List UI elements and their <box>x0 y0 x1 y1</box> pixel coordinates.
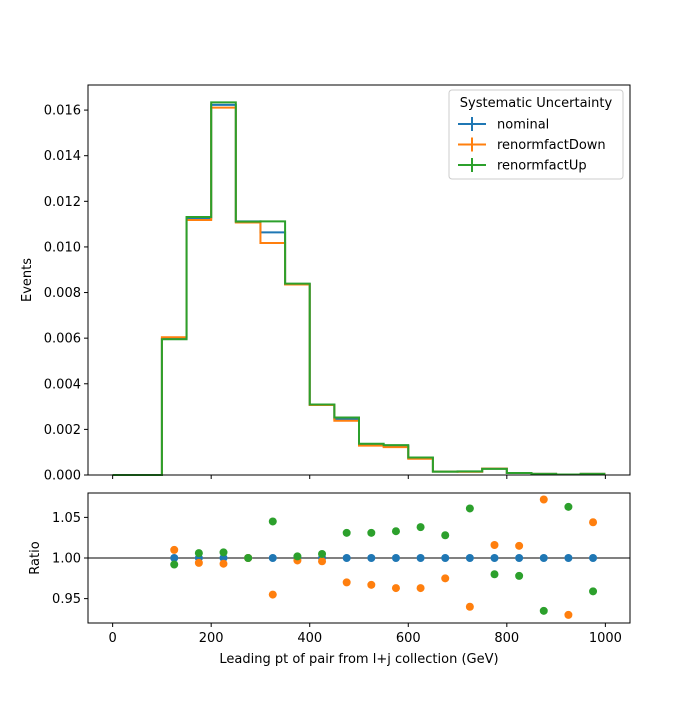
main-histogram-steps <box>112 101 606 476</box>
x-tick-label: 400 <box>297 631 322 646</box>
legend-entries: nominal renormfactDown renormfactUp <box>458 117 606 174</box>
ratio-point-renormfactDown <box>194 558 203 567</box>
ratio-y-tick-label: 1.05 <box>52 511 81 526</box>
ratio-point-renormfactDown <box>391 584 400 593</box>
ratio-point-renormfactUp <box>268 517 277 526</box>
ratio-point-renormfactDown <box>441 574 450 583</box>
x-tick-label: 800 <box>494 631 519 646</box>
legend-entry-nominal: nominal <box>458 117 549 133</box>
ratio-points <box>170 495 598 619</box>
ratio-point-nominal <box>170 554 179 562</box>
legend-box <box>448 89 624 180</box>
ratio-point-renormfactUp <box>244 554 253 562</box>
ratio-point-renormfactDown <box>170 545 179 554</box>
main-y-tick-label: 0.004 <box>44 377 81 392</box>
ratio-point-nominal <box>515 554 524 562</box>
ratio-y-axis-label: Ratio <box>28 541 43 574</box>
ratio-y-tick-label: 0.95 <box>52 592 81 607</box>
ratio-point-renormfactUp <box>539 606 548 615</box>
ratio-point-renormfactUp <box>318 549 327 558</box>
main-y-tick-label: 0.006 <box>44 332 81 347</box>
ratio-point-renormfactDown <box>490 541 499 549</box>
ratio-point-nominal <box>391 554 400 562</box>
ratio-point-renormfactDown <box>515 541 524 550</box>
ratio-point-renormfactDown <box>539 495 548 504</box>
ratio-point-renormfactUp <box>589 587 598 596</box>
ratio-point-renormfactUp <box>367 528 376 537</box>
ratio-point-renormfactDown <box>564 610 573 619</box>
ratio-point-nominal <box>416 554 425 562</box>
x-tick-label: 200 <box>199 631 224 646</box>
ratio-point-nominal <box>342 554 351 562</box>
main-x-ticks <box>112 475 606 479</box>
ratio-point-nominal <box>441 554 450 562</box>
ratio-point-renormfactDown <box>367 580 376 589</box>
legend-title: Systematic Uncertainty <box>460 96 613 111</box>
legend-label-renormfactDown: renormfactDown <box>497 138 606 153</box>
ratio-point-nominal <box>490 554 499 562</box>
legend: Systematic Uncertainty nominal renormfact… <box>448 89 624 180</box>
ratio-point-renormfactDown <box>219 559 228 568</box>
ratio-point-renormfactDown <box>416 584 425 593</box>
ratio-plot-panel: 0.95 1.00 1.05 0 200 400 600 800 1000 Ratio Lea… <box>28 492 631 667</box>
main-plot-panel: 0.000 0.002 0.004 0.006 0.008 0.010 0.012 0.014… <box>20 84 631 484</box>
ratio-point-renormfactUp <box>342 528 351 537</box>
main-y-ticks: 0.000 0.002 0.004 0.006 0.008 0.010 0.012 0.014… <box>44 104 88 484</box>
ratio-point-renormfactUp <box>194 549 203 558</box>
ratio-series-renormfactUp <box>170 502 598 615</box>
legend-label-nominal: nominal <box>497 118 549 133</box>
ratio-point-nominal <box>465 554 474 562</box>
main-y-tick-label: 0.010 <box>44 240 81 255</box>
main-y-tick-label: 0.014 <box>44 149 81 164</box>
legend-entry-renormfactUp: renormfactUp <box>458 158 587 174</box>
main-y-tick-label: 0.012 <box>44 195 81 210</box>
ratio-point-nominal <box>268 554 277 562</box>
ratio-y-ticks: 0.95 1.00 1.05 <box>52 511 88 607</box>
ratio-point-renormfactDown <box>465 602 474 611</box>
ratio-point-nominal <box>219 554 228 562</box>
ratio-point-renormfactUp <box>515 571 524 580</box>
ratio-point-renormfactUp <box>391 527 400 536</box>
x-tick-label: 0 <box>108 631 116 646</box>
ratio-point-renormfactUp <box>170 560 179 569</box>
ratio-y-tick-label: 1.00 <box>52 552 81 567</box>
ratio-point-renormfactDown <box>589 518 598 527</box>
main-y-tick-label: 0.000 <box>44 469 81 484</box>
ratio-point-renormfactDown <box>342 578 351 587</box>
legend-label-renormfactUp: renormfactUp <box>497 159 587 174</box>
ratio-point-renormfactDown <box>318 557 327 566</box>
ratio-point-renormfactUp <box>490 570 499 579</box>
legend-entry-renormfactDown: renormfactDown <box>458 137 606 153</box>
step-series-renormfactUp <box>112 101 606 476</box>
main-y-tick-label: 0.002 <box>44 423 81 438</box>
ratio-point-renormfactUp <box>564 502 573 511</box>
main-plot-frame <box>87 84 631 476</box>
ratio-point-nominal <box>539 554 548 562</box>
ratio-point-nominal <box>367 554 376 562</box>
ratio-point-renormfactUp <box>441 531 450 540</box>
ratio-point-nominal <box>564 554 573 562</box>
ratio-point-nominal <box>589 554 598 562</box>
x-axis-label: Leading pt of pair from l+j collection (… <box>219 652 498 667</box>
x-tick-label: 600 <box>396 631 421 646</box>
ratio-point-renormfactDown <box>268 590 277 599</box>
ratio-point-renormfactUp <box>416 523 425 532</box>
main-y-tick-label: 0.016 <box>44 104 81 119</box>
ratio-point-renormfactUp <box>219 548 228 557</box>
main-y-tick-label: 0.008 <box>44 286 81 301</box>
ratio-series-nominal <box>170 554 598 562</box>
ratio-x-ticks: 0 200 400 600 800 1000 <box>108 623 622 646</box>
ratio-point-renormfactUp <box>465 504 474 513</box>
x-tick-label: 1000 <box>589 631 622 646</box>
ratio-point-renormfactUp <box>293 552 302 561</box>
main-y-axis-label: Events <box>20 258 35 302</box>
